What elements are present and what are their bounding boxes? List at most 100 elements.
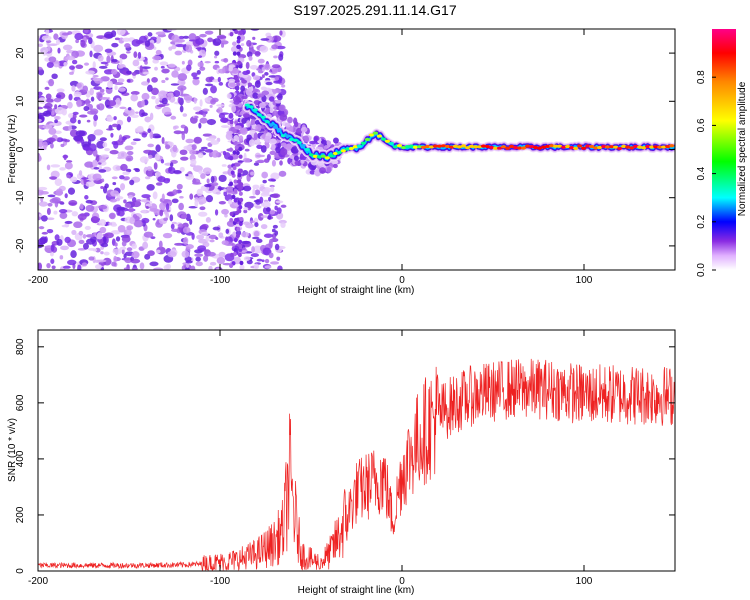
noise-blob: [286, 143, 293, 150]
noise-blob: [236, 44, 241, 50]
noise-blob: [198, 211, 208, 217]
noise-blob: [235, 233, 240, 239]
noise-blob: [171, 70, 179, 78]
noise-blob: [141, 99, 146, 108]
noise-blob: [168, 166, 173, 172]
noise-blob: [205, 235, 210, 242]
noise-blob: [218, 201, 226, 205]
noise-blob: [278, 219, 287, 224]
colorbar-tick-label: 0.4: [696, 166, 707, 180]
noise-blob: [255, 238, 263, 243]
noise-blob: [215, 237, 219, 241]
noise-blob: [85, 204, 95, 212]
noise-blob: [309, 140, 317, 145]
noise-blob: [130, 94, 139, 102]
ridge-core: [545, 144, 551, 149]
noise-blob: [58, 209, 68, 214]
noise-blob: [100, 186, 104, 190]
noise-blob: [152, 55, 162, 61]
ridge-core: [336, 150, 342, 155]
noise-blob: [229, 218, 234, 223]
noise-blob: [145, 168, 155, 177]
noise-blob: [154, 171, 161, 177]
noise-blob: [129, 179, 135, 186]
noise-blob: [261, 90, 270, 96]
ridge-core: [424, 144, 431, 149]
noise-blob: [102, 142, 108, 148]
ridge-core: [340, 149, 346, 153]
noise-blob: [236, 35, 241, 41]
noise-blob: [92, 248, 98, 252]
ridge-core: [304, 147, 310, 152]
colorbar-tick-label: 0.6: [696, 118, 707, 132]
noise-blob: [185, 173, 189, 177]
noise-blob: [110, 132, 114, 138]
noise-blob: [83, 29, 89, 34]
noise-blob: [239, 260, 244, 266]
noise-blob: [185, 260, 193, 264]
ridge-core: [585, 144, 591, 148]
ridge-core: [484, 144, 491, 149]
noise-blob: [72, 113, 77, 119]
noise-blob: [118, 87, 126, 92]
y-tick-label: 10: [15, 95, 26, 107]
noise-blob: [49, 176, 58, 180]
noise-blob: [217, 76, 221, 83]
noise-blob: [106, 55, 111, 64]
noise-blob: [231, 41, 237, 46]
ridge-core: [661, 145, 667, 149]
noise-blob: [38, 153, 41, 162]
noise-blob: [163, 177, 171, 184]
noise-blob: [291, 146, 299, 154]
noise-blob: [96, 104, 101, 110]
noise-blob: [104, 31, 114, 39]
noise-blob: [100, 242, 109, 248]
snr-y-label: SNR (10 * v/v): [7, 418, 18, 482]
noise-blob: [147, 32, 153, 37]
noise-blob: [250, 253, 259, 258]
snr-x-label: Height of straight line (km): [298, 585, 415, 596]
noise-blob: [161, 79, 166, 84]
ridge-core: [665, 145, 671, 149]
noise-blob: [132, 59, 140, 67]
noise-blob: [226, 130, 233, 135]
noise-blob: [170, 83, 180, 86]
noise-blob: [227, 164, 233, 169]
noise-blob: [236, 51, 241, 56]
noise-blob: [68, 93, 73, 101]
noise-blob: [243, 206, 249, 211]
ridge-core: [480, 144, 487, 148]
noise-blob: [267, 214, 272, 220]
noise-blob: [179, 195, 184, 199]
noise-blob: [210, 98, 216, 105]
noise-blob: [86, 119, 91, 123]
noise-blob: [103, 251, 110, 256]
noise-blob: [131, 243, 137, 250]
noise-blob: [241, 79, 248, 84]
noise-blob: [99, 137, 107, 142]
noise-blob: [38, 201, 48, 207]
spectrogram-x-label: Height of straight line (km): [298, 285, 415, 296]
noise-blob: [199, 33, 207, 38]
noise-blob: [242, 70, 250, 76]
noise-blob: [123, 267, 130, 270]
noise-blob: [107, 80, 113, 89]
ridge-core: [252, 108, 258, 112]
noise-blob: [294, 121, 299, 128]
noise-blob: [119, 246, 127, 250]
noise-blob: [197, 55, 203, 58]
noise-blob: [220, 125, 230, 128]
noise-blob: [238, 191, 243, 196]
noise-blob: [264, 258, 270, 264]
noise-blob: [142, 241, 149, 250]
noise-blob: [232, 165, 237, 171]
noise-blob: [224, 186, 235, 193]
noise-blob: [153, 267, 164, 270]
ridge-core: [609, 145, 615, 149]
noise-blob: [271, 143, 276, 151]
noise-blob: [155, 49, 162, 55]
ridge-core: [500, 145, 507, 149]
noise-blob: [92, 173, 102, 181]
y-tick-label: -20: [15, 238, 26, 253]
ridge-core: [613, 145, 619, 149]
